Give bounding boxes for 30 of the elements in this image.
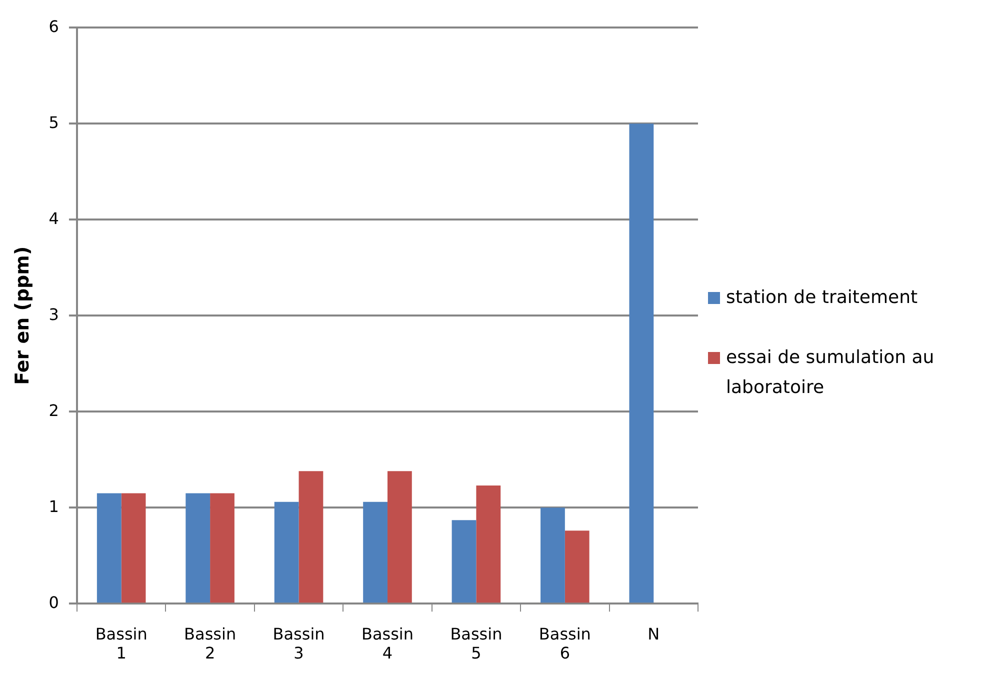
y-tick-label: 2 [48,400,59,420]
bar [298,471,324,603]
bar [121,493,146,603]
y-tick-label: 4 [48,208,59,228]
y-tick-label: 3 [48,304,59,324]
bar [452,520,476,603]
y-tick-label: 0 [48,592,59,612]
legend-label: station de traitement [726,286,918,310]
y-tick-label: 1 [48,496,59,516]
y-tick-label: 6 [48,16,59,36]
x-tick-label: Bassin 6 [538,624,591,663]
x-tick-label: Bassin 4 [361,624,414,663]
bar [540,508,565,603]
x-tick-label: Bassin 3 [272,624,325,663]
x-tick-label: Bassin 1 [95,624,148,663]
bar [96,493,122,603]
y-axis-title: Fer en (ppm) [11,246,34,385]
x-tick-label: Bassin 2 [184,624,236,663]
bar [476,486,501,603]
x-tick-label: N [648,624,660,644]
y-tick-label: 5 [48,112,59,132]
bar [564,530,590,603]
bar [363,502,388,603]
bar [274,502,299,603]
bar [629,124,654,603]
x-tick-label: Bassin 5 [450,624,502,663]
bar [210,493,234,603]
bar [186,493,210,603]
bar [387,471,412,603]
legend-label: essai de sumulation au laboratoire [726,346,936,400]
